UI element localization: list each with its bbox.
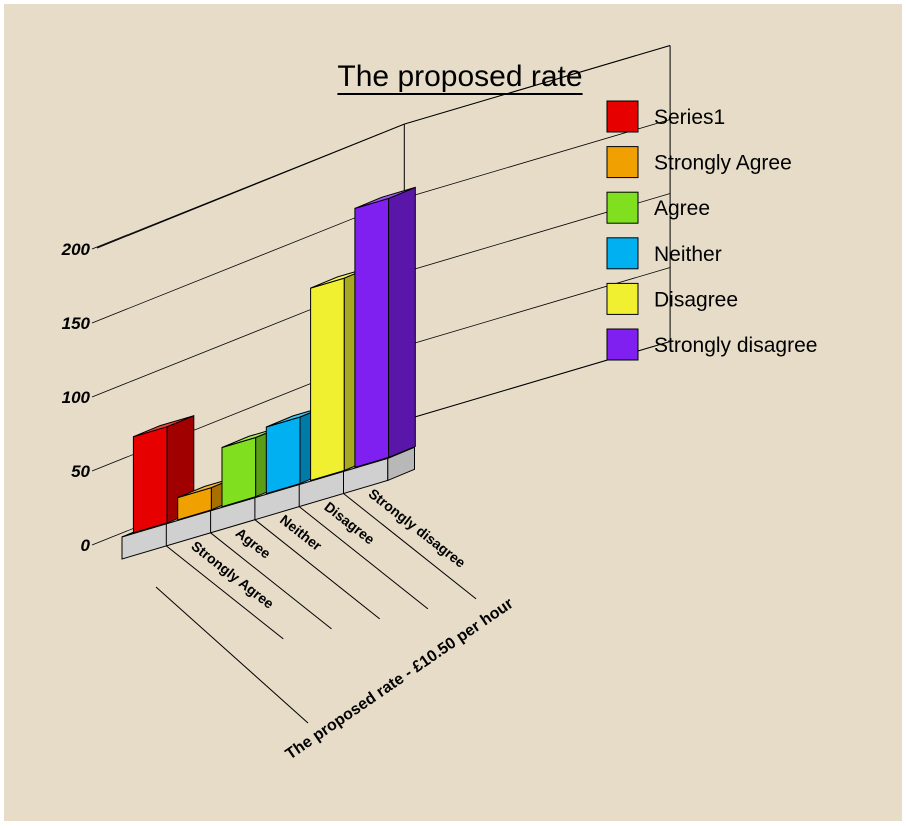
y-tick-label: 100 [62, 388, 91, 407]
floor-side [387, 446, 415, 482]
bar-front [265, 416, 301, 495]
gridline-side [91, 197, 405, 324]
category-leader [298, 506, 429, 610]
legend-label: Strongly Agree [654, 152, 792, 175]
category-leader [210, 532, 332, 630]
legend-label: Neither [654, 243, 722, 266]
gridline [404, 45, 671, 125]
legend-label: Strongly disagree [654, 334, 817, 357]
bar-top [354, 186, 416, 209]
y-tick-label: 200 [61, 240, 91, 259]
legend-label: Series1 [654, 106, 725, 129]
bar-front [132, 426, 168, 534]
legend-label: Agree [654, 197, 710, 220]
bars-layer [132, 186, 416, 534]
bar-6 [354, 186, 416, 469]
category-leader [254, 519, 381, 620]
legend-swatch [606, 237, 639, 270]
bar-front [221, 436, 257, 508]
y-tick-label: 150 [62, 314, 91, 333]
gridline [404, 267, 671, 347]
legend-swatch [606, 328, 639, 361]
bar-side [388, 186, 416, 459]
legend: Series1 Strongly Agree Agree Neither Disagre… [606, 100, 817, 361]
legend-label: Disagree [654, 288, 738, 311]
category-leader [155, 586, 309, 724]
category-leader [343, 493, 477, 600]
bar-top [133, 415, 194, 438]
chart-title: The proposed rate [337, 60, 582, 93]
gridline-side [91, 123, 405, 250]
gridline [404, 119, 671, 199]
bar-3 [221, 425, 283, 508]
legend-swatch [606, 191, 639, 224]
legend-swatch [606, 146, 639, 179]
y-tick-label: 50 [71, 462, 90, 481]
chart-background [4, 4, 902, 821]
bar-front [310, 277, 345, 482]
category-leader [165, 545, 284, 640]
legend-swatch [606, 100, 639, 133]
bar-front [354, 197, 390, 469]
legend-swatch [606, 282, 639, 315]
y-tick-label: 0 [81, 536, 91, 555]
